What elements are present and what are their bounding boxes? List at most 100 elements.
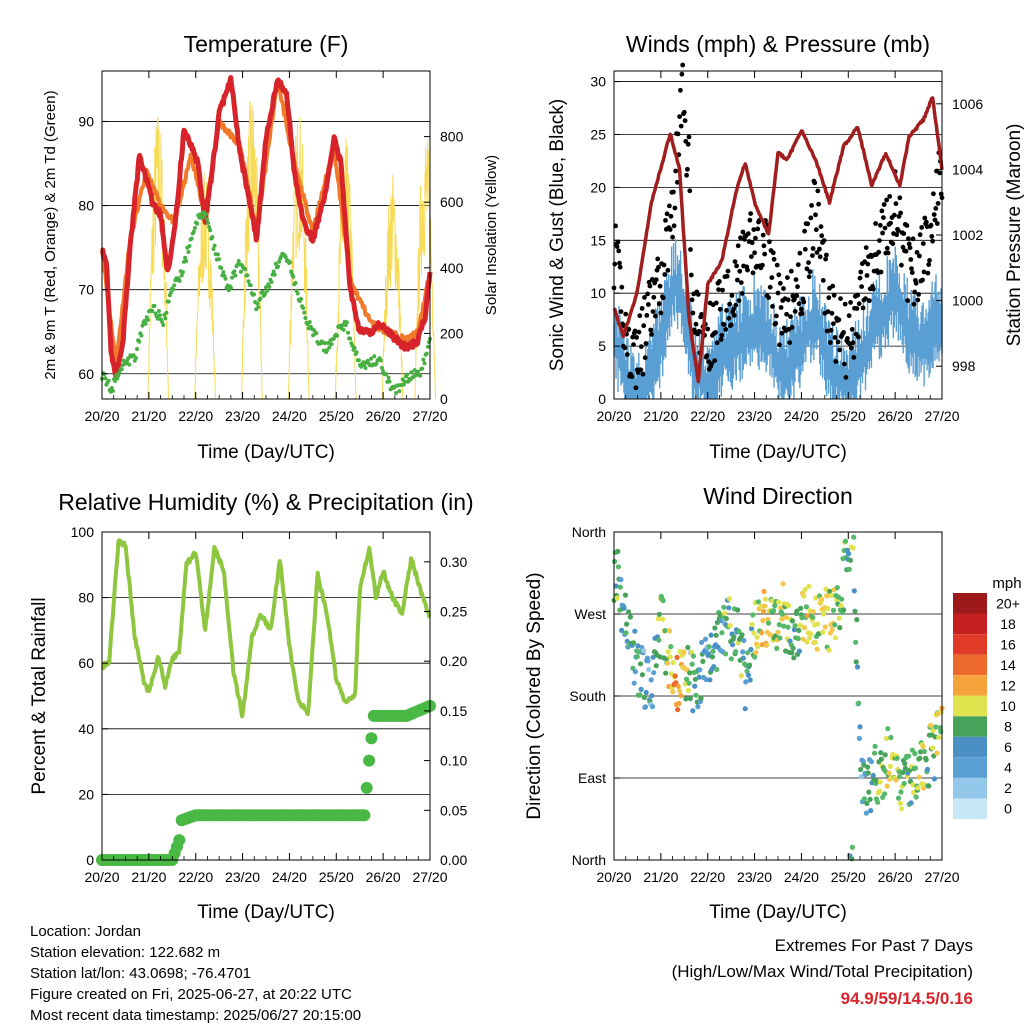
gust-point <box>630 334 636 340</box>
direction-point <box>772 603 778 609</box>
direction-point <box>755 644 761 650</box>
x-tick-label: 24/20 <box>272 408 307 424</box>
direction-point <box>707 677 713 683</box>
dewpoint-point <box>145 317 150 322</box>
gust-point <box>614 244 620 250</box>
gust-point <box>930 238 935 244</box>
gust-point <box>808 215 814 221</box>
gust-point <box>776 272 782 278</box>
direction-point <box>886 770 892 776</box>
direction-point <box>779 616 785 622</box>
gust-point <box>704 353 710 358</box>
direction-point <box>871 750 878 756</box>
colorbar-swatch <box>953 654 987 676</box>
x-tick-label: 23/20 <box>225 408 260 424</box>
dewpoint-point <box>152 303 157 308</box>
direction-point <box>847 557 854 563</box>
direction-point <box>742 706 748 712</box>
direction-point <box>713 632 719 638</box>
gust-point <box>892 212 897 218</box>
gust-point <box>917 232 923 238</box>
direction-point <box>646 666 652 673</box>
direction-point <box>875 799 881 805</box>
gust-point <box>755 226 761 232</box>
y2-tick-label: 0.15 <box>440 703 467 719</box>
direction-point <box>829 592 835 599</box>
direction-point <box>912 751 918 757</box>
direction-point <box>668 671 675 677</box>
direction-point <box>882 791 888 797</box>
direction-point <box>872 743 878 749</box>
direction-point <box>849 844 856 850</box>
direction-point <box>798 605 804 611</box>
x-tick-label: 27/20 <box>412 408 447 424</box>
direction-point <box>937 725 943 731</box>
gust-point <box>736 298 742 303</box>
direction-point <box>651 670 657 676</box>
direction-point <box>721 604 727 610</box>
gust-point <box>673 168 679 174</box>
gust-point <box>648 327 654 333</box>
y-tick-label: East <box>578 770 606 786</box>
gust-point <box>817 246 822 252</box>
winds-marks <box>611 62 945 399</box>
y-tick-label: 40 <box>78 721 94 737</box>
dewpoint-point <box>127 362 132 367</box>
direction-point <box>631 640 637 646</box>
rain-point <box>360 781 373 794</box>
gust-point <box>831 321 836 326</box>
dewpoint-point <box>323 341 327 346</box>
direction-point <box>760 608 767 615</box>
gust-point <box>717 306 723 312</box>
gust-point <box>690 310 696 316</box>
humidity-panel: 0 20 40 60 80 100 0.00 0.05 0.10 0.15 0.20 0.25 0.30… <box>29 489 474 923</box>
y-tick-label: North <box>572 852 606 868</box>
dewpoint-point <box>289 269 294 274</box>
direction-point <box>842 538 849 544</box>
direction-point <box>689 661 695 667</box>
gust-point <box>935 201 941 206</box>
temperature-ylabel-right: Solar Insolation (Yellow) <box>483 155 500 315</box>
gust-point <box>795 262 801 268</box>
direction-point <box>685 644 691 651</box>
gust-point <box>766 295 771 300</box>
gust-point <box>727 301 732 307</box>
gust-point <box>653 277 659 283</box>
dewpoint-point <box>179 273 184 278</box>
dewpoint-point <box>378 358 383 363</box>
dewpoint-point <box>348 336 353 341</box>
gust-point <box>899 262 904 268</box>
dewpoint-point <box>387 379 392 384</box>
colorbar-swatch <box>953 593 987 614</box>
gust-point <box>646 302 651 307</box>
gust-point <box>769 275 775 280</box>
gust-point <box>823 256 828 262</box>
dewpoint-point <box>195 221 200 226</box>
dewpoint-point <box>164 310 169 315</box>
direction-point <box>690 653 697 659</box>
y2-tick-label: 0.30 <box>440 554 467 570</box>
direction-point <box>777 605 784 611</box>
dewpoint-point <box>156 309 161 313</box>
gust-point <box>667 227 673 232</box>
dewpoint-point <box>113 379 118 383</box>
dewpoint-point <box>155 316 160 321</box>
dewpoint-point <box>326 341 331 345</box>
direction-marks <box>611 534 945 862</box>
gust-point <box>658 310 664 316</box>
gust-point <box>821 238 827 243</box>
dewpoint-point <box>110 388 115 393</box>
gust-point <box>794 293 800 299</box>
gust-point <box>672 205 678 211</box>
direction-point <box>668 644 674 650</box>
dewpoint-point <box>166 299 171 304</box>
dewpoint-point <box>150 309 155 314</box>
gust-point <box>907 245 913 251</box>
direction-point <box>674 654 680 661</box>
gust-point <box>649 277 655 282</box>
gust-point <box>714 340 720 346</box>
gust-point <box>810 253 815 258</box>
direction-point <box>655 616 661 622</box>
direction-point <box>625 609 632 615</box>
direction-point <box>902 765 909 772</box>
